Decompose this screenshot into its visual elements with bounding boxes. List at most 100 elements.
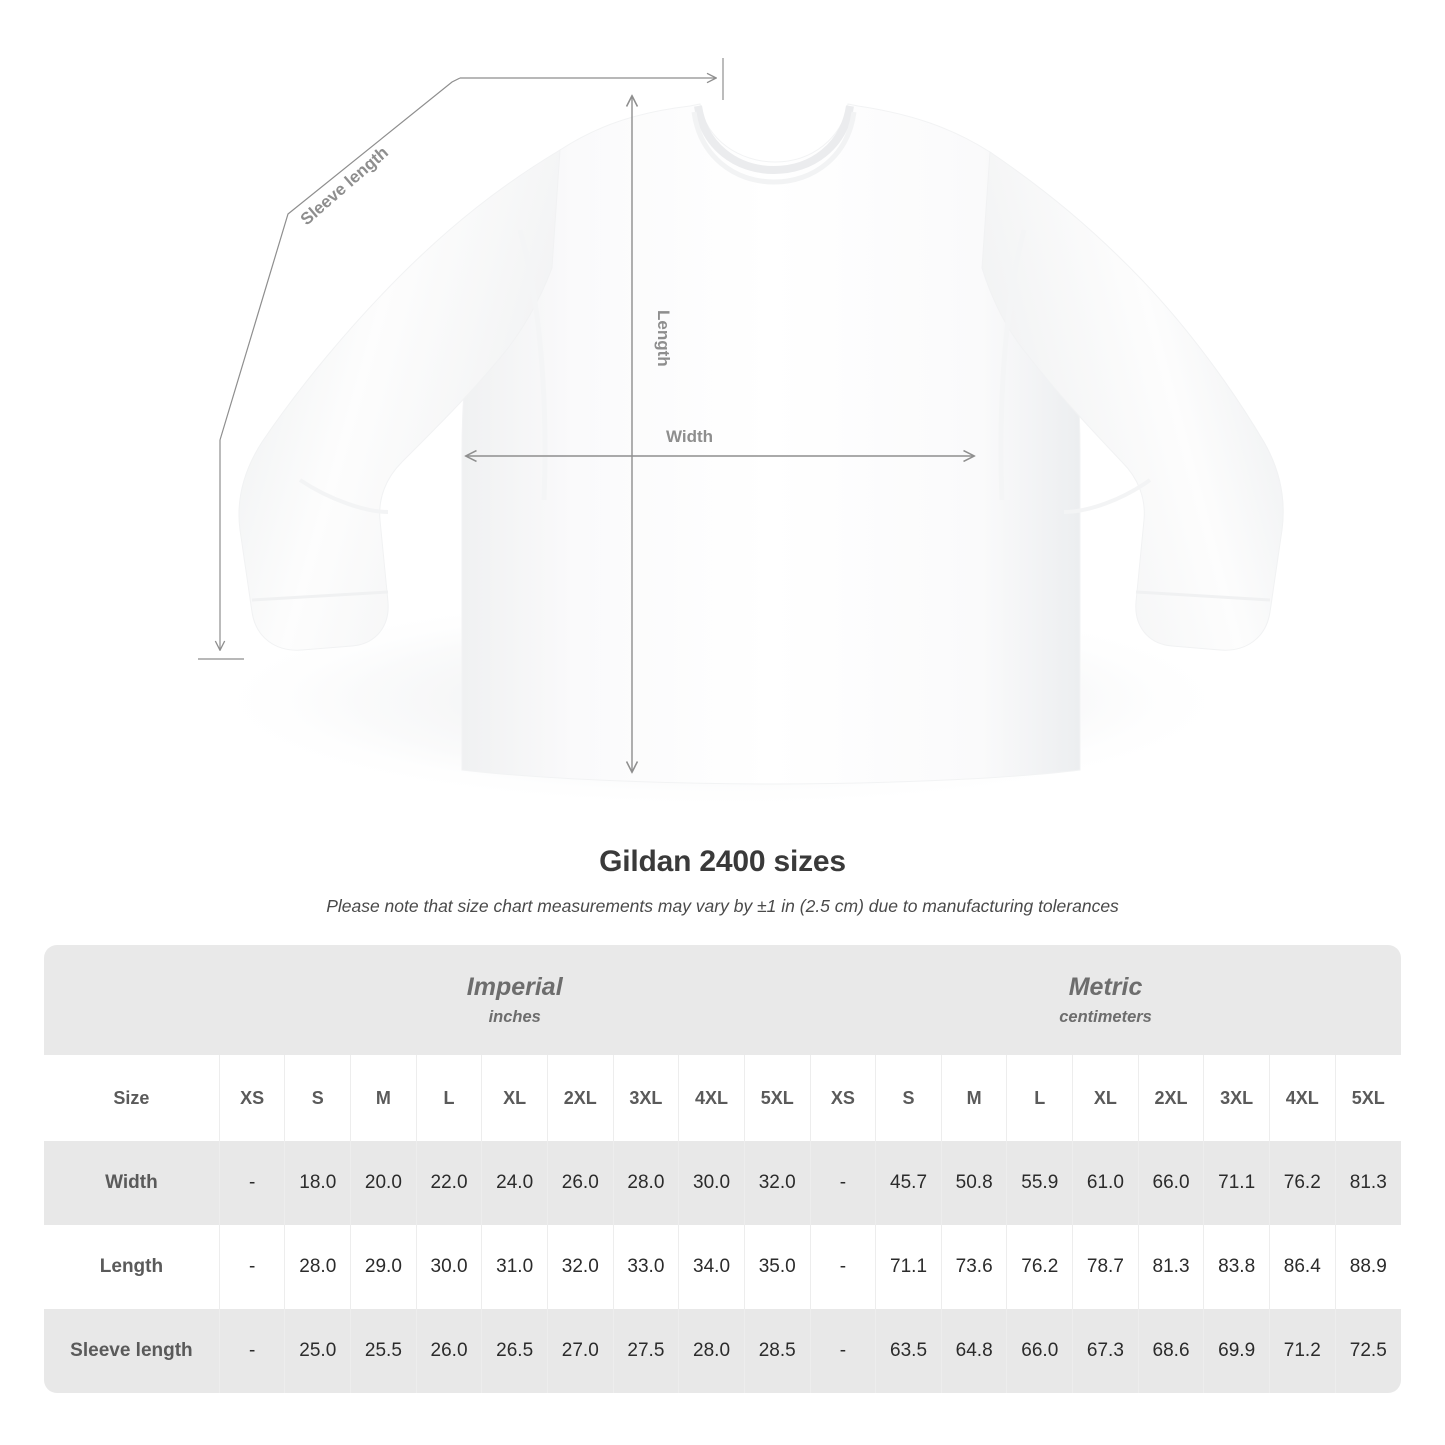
cell-metric-xl: 67.3: [1072, 1309, 1139, 1393]
cell-imperial-2xl: 26.0: [546, 1141, 614, 1225]
cell-imperial-xl: 24.0: [481, 1141, 548, 1225]
cell-imperial-s: 18.0: [284, 1141, 351, 1225]
column-header-metric-s: S: [875, 1055, 942, 1141]
cell-metric-3xl: 69.9: [1203, 1309, 1270, 1393]
cell-imperial-l: 22.0: [415, 1141, 482, 1225]
garment-illustration: Sleeve length Length Width: [198, 58, 1284, 810]
cell-imperial-s: 25.0: [284, 1309, 351, 1393]
cell-metric-2xl: 66.0: [1137, 1141, 1204, 1225]
table-row: Width -18.0 20.0 22.0 24.0 26.0 28.0 30.0 32.0-4…: [44, 1141, 1401, 1225]
cell-imperial-5xl: 28.5: [743, 1309, 811, 1393]
table-row: Length -28.0 29.0 30.0 31.0 32.0 33.0 34.0 35.0-…: [44, 1225, 1401, 1309]
column-header-imperial-4xl: 4XL: [678, 1055, 745, 1141]
cell-imperial-4xl: 30.0: [678, 1141, 745, 1225]
cell-metric-3xl: 71.1: [1203, 1141, 1270, 1225]
column-header-imperial-5xl: 5XL: [743, 1055, 811, 1141]
column-header-metric-2xl: 2XL: [1137, 1055, 1204, 1141]
cell-metric-xl: 61.0: [1072, 1141, 1139, 1225]
cell-metric-5xl: 72.5: [1334, 1309, 1401, 1393]
cell-imperial-xs: -: [218, 1141, 285, 1225]
sleeve-length-label: Sleeve length: [297, 143, 392, 229]
cell-imperial-xs: -: [218, 1309, 285, 1393]
column-header-imperial-xs: XS: [218, 1055, 285, 1141]
cell-metric-5xl: 88.9: [1334, 1225, 1401, 1309]
cell-metric-l: 66.0: [1006, 1309, 1073, 1393]
cell-metric-4xl: 86.4: [1268, 1225, 1336, 1309]
cell-imperial-4xl: 28.0: [678, 1309, 745, 1393]
cell-metric-xs: -: [809, 1225, 876, 1309]
length-dimension: Length: [632, 96, 673, 772]
size-header-row: Size XS S M L XL 2XL 3XL 4XL 5XL XS S M L XL 2XL 3XL 4XL 5…: [44, 1055, 1401, 1141]
cell-metric-l: 55.9: [1006, 1141, 1073, 1225]
unit-name-imperial: Imperial: [466, 973, 563, 1002]
cell-metric-s: 71.1: [875, 1225, 942, 1309]
cell-imperial-s: 28.0: [284, 1225, 351, 1309]
size-chart-table: Imperial inches Metric centimeters Size X…: [44, 945, 1401, 1393]
column-header-imperial-3xl: 3XL: [612, 1055, 679, 1141]
cell-metric-xl: 78.7: [1072, 1225, 1139, 1309]
unit-system-banner-row: Imperial inches Metric centimeters: [44, 945, 1401, 1055]
cell-imperial-5xl: 32.0: [743, 1141, 811, 1225]
unit-name-metric: Metric: [1068, 973, 1143, 1002]
row-label-width: Width: [44, 1141, 220, 1225]
unit-banner-spacer: [44, 945, 220, 1055]
column-header-metric-4xl: 4XL: [1268, 1055, 1336, 1141]
cell-metric-m: 64.8: [940, 1309, 1007, 1393]
column-header-metric-xs: XS: [809, 1055, 876, 1141]
cell-imperial-m: 25.5: [350, 1309, 417, 1393]
unit-sub-metric: centimeters: [1059, 1007, 1152, 1026]
cell-metric-3xl: 83.8: [1203, 1225, 1270, 1309]
cell-metric-4xl: 71.2: [1268, 1309, 1336, 1393]
cell-imperial-2xl: 27.0: [546, 1309, 614, 1393]
row-label-length: Length: [44, 1225, 220, 1309]
cell-metric-xs: -: [809, 1141, 876, 1225]
unit-banner-metric: Metric centimeters: [810, 945, 1401, 1055]
cell-imperial-5xl: 35.0: [743, 1225, 811, 1309]
row-label-sleeve-length: Sleeve length: [44, 1309, 220, 1393]
cell-imperial-2xl: 32.0: [546, 1225, 614, 1309]
cell-imperial-xl: 31.0: [481, 1225, 548, 1309]
cell-imperial-l: 30.0: [415, 1225, 482, 1309]
width-label: Width: [666, 427, 713, 446]
table-body: Width -18.0 20.0 22.0 24.0 26.0 28.0 30.0 32.0-4…: [44, 1141, 1401, 1393]
cell-metric-2xl: 81.3: [1137, 1225, 1204, 1309]
length-label: Length: [654, 310, 673, 367]
cell-metric-4xl: 76.2: [1268, 1141, 1336, 1225]
column-header-size: Size: [44, 1055, 220, 1141]
column-header-imperial-s: S: [284, 1055, 351, 1141]
cell-imperial-m: 29.0: [350, 1225, 417, 1309]
cell-metric-2xl: 68.6: [1137, 1309, 1204, 1393]
table-row: Sleeve length -25.0 25.5 26.0 26.5 27.0 27.5 28…: [44, 1309, 1401, 1393]
cell-imperial-3xl: 28.0: [612, 1141, 679, 1225]
column-header-imperial-2xl: 2XL: [546, 1055, 614, 1141]
column-header-imperial-m: M: [350, 1055, 417, 1141]
cell-metric-m: 73.6: [940, 1225, 1007, 1309]
cell-imperial-l: 26.0: [415, 1309, 482, 1393]
cell-imperial-m: 20.0: [350, 1141, 417, 1225]
unit-banner-imperial: Imperial inches: [219, 945, 811, 1055]
title-block: Gildan 2400 sizes Please note that size …: [0, 845, 1445, 917]
cell-metric-s: 63.5: [875, 1309, 942, 1393]
cell-imperial-xl: 26.5: [481, 1309, 548, 1393]
garment-svg: Sleeve length Length Width: [198, 58, 1284, 810]
column-header-metric-5xl: 5XL: [1334, 1055, 1401, 1141]
cell-metric-xs: -: [809, 1309, 876, 1393]
unit-sub-imperial: inches: [488, 1007, 541, 1026]
cell-metric-s: 45.7: [875, 1141, 942, 1225]
table-head: Imperial inches Metric centimeters Size X…: [44, 945, 1401, 1141]
cell-metric-l: 76.2: [1006, 1225, 1073, 1309]
cell-imperial-4xl: 34.0: [678, 1225, 745, 1309]
width-dimension: Width: [466, 427, 974, 456]
cell-imperial-3xl: 27.5: [612, 1309, 679, 1393]
cell-imperial-3xl: 33.0: [612, 1225, 679, 1309]
column-header-metric-3xl: 3XL: [1203, 1055, 1270, 1141]
column-header-imperial-l: L: [415, 1055, 482, 1141]
column-header-metric-l: L: [1006, 1055, 1073, 1141]
size-chart-table-container: Imperial inches Metric centimeters Size X…: [44, 945, 1401, 1393]
cell-imperial-xs: -: [218, 1225, 285, 1309]
page-title: Gildan 2400 sizes: [599, 845, 846, 878]
cell-metric-5xl: 81.3: [1334, 1141, 1401, 1225]
cell-metric-m: 50.8: [940, 1141, 1007, 1225]
column-header-imperial-xl: XL: [481, 1055, 548, 1141]
measurement-disclaimer: Please note that size chart measurements…: [326, 896, 1119, 916]
